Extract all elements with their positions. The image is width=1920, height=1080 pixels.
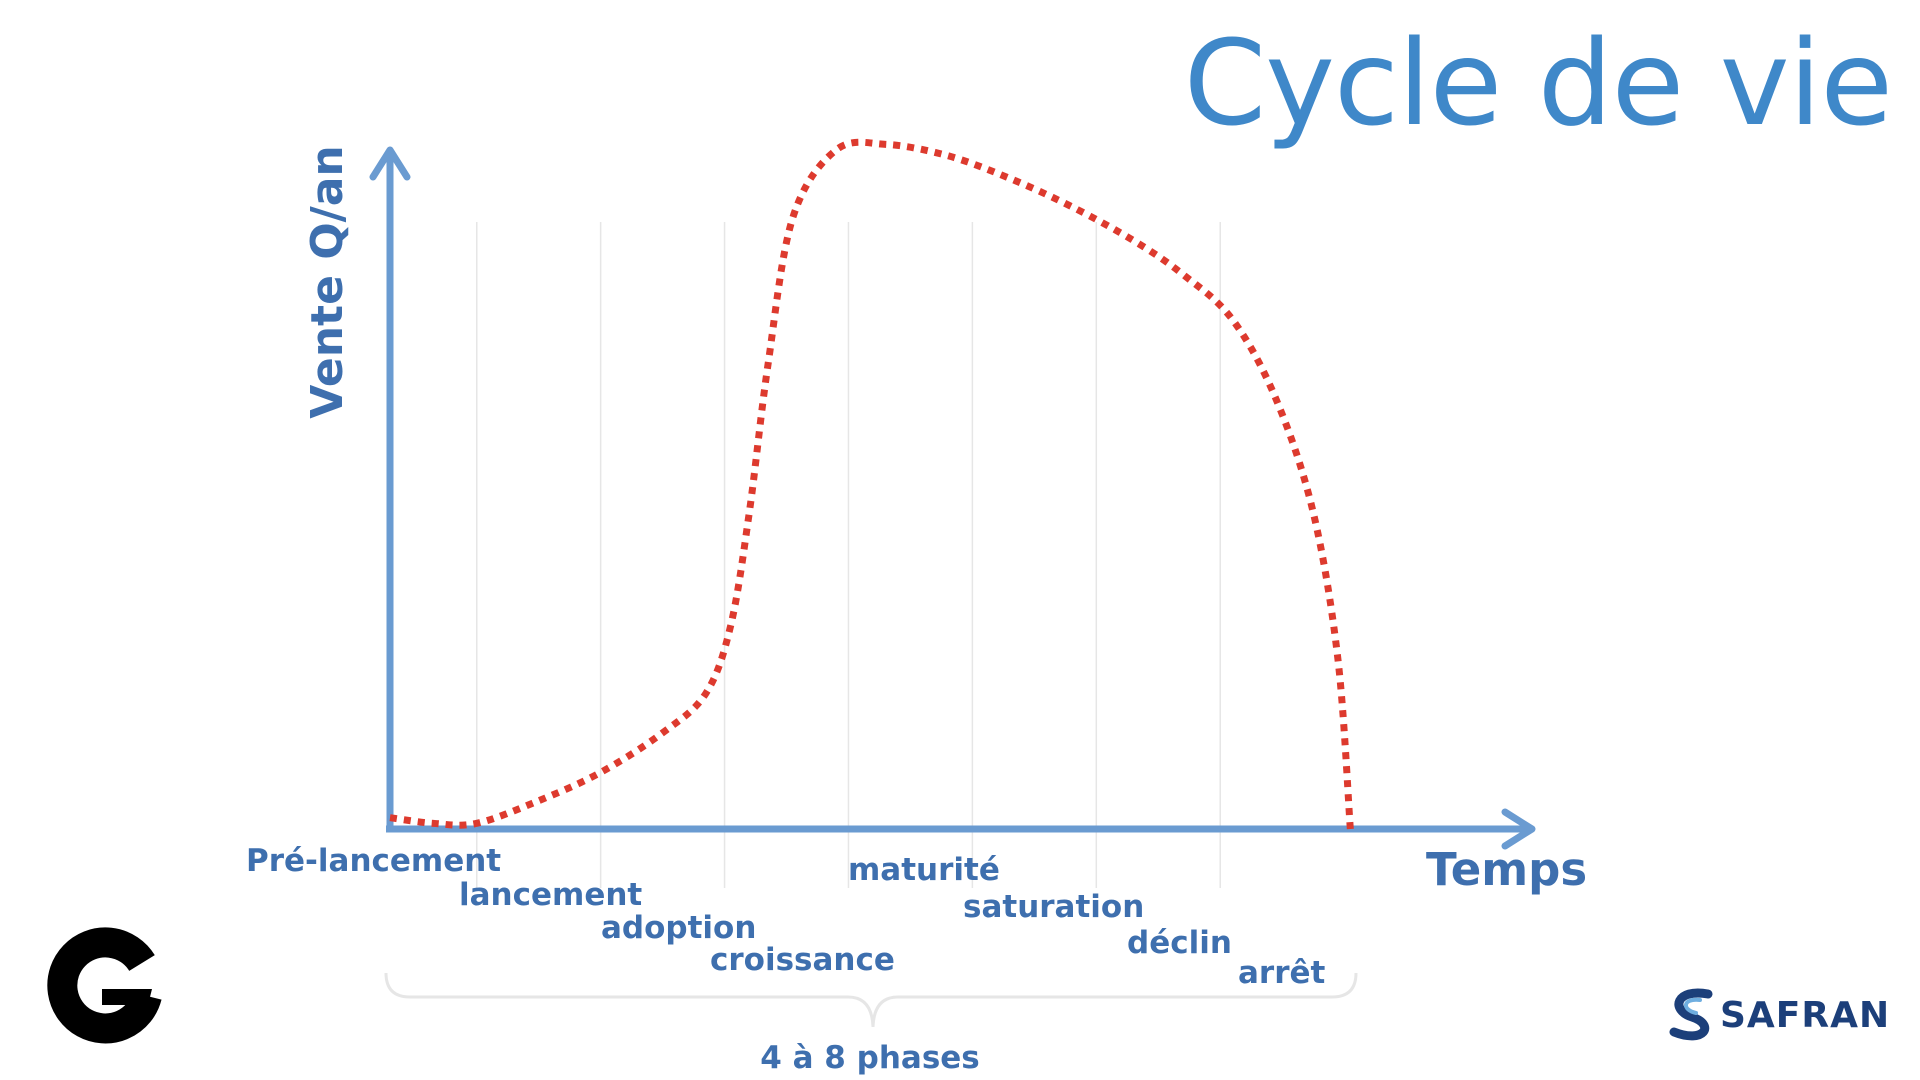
safran-emblem-icon <box>1669 988 1713 1041</box>
x-axis-label: Temps <box>1426 843 1587 896</box>
y-axis-label: Vente Q/an <box>302 145 353 419</box>
grid-lines <box>475 222 1221 888</box>
x-axis-arrow <box>1501 808 1536 850</box>
phase-label: adoption <box>601 910 756 946</box>
phase-label: arrêt <box>1238 955 1326 991</box>
sales-curve-series <box>389 138 1354 830</box>
phase-label: déclin <box>1127 925 1232 961</box>
g-logo <box>47 927 162 1044</box>
page-title: Cycle de vie <box>1183 14 1893 152</box>
phase-label: lancement <box>459 877 642 913</box>
sales-curve-line <box>389 138 1354 830</box>
phase-label: maturité <box>848 852 1000 888</box>
phase-label: croissance <box>710 942 895 978</box>
brace-label: 4 à 8 phases <box>760 1040 980 1076</box>
y-axis-arrow <box>369 146 411 181</box>
phases-brace <box>384 972 1358 1028</box>
phase-labels: Pré-lancementlancementadoptioncroissance… <box>246 843 1326 991</box>
phase-label: Pré-lancement <box>246 843 501 879</box>
safran-logo-text: SAFRAN <box>1720 995 1890 1036</box>
axes <box>369 146 1536 850</box>
safran-logo: SAFRAN <box>1669 988 1890 1041</box>
phase-label: saturation <box>963 889 1144 925</box>
